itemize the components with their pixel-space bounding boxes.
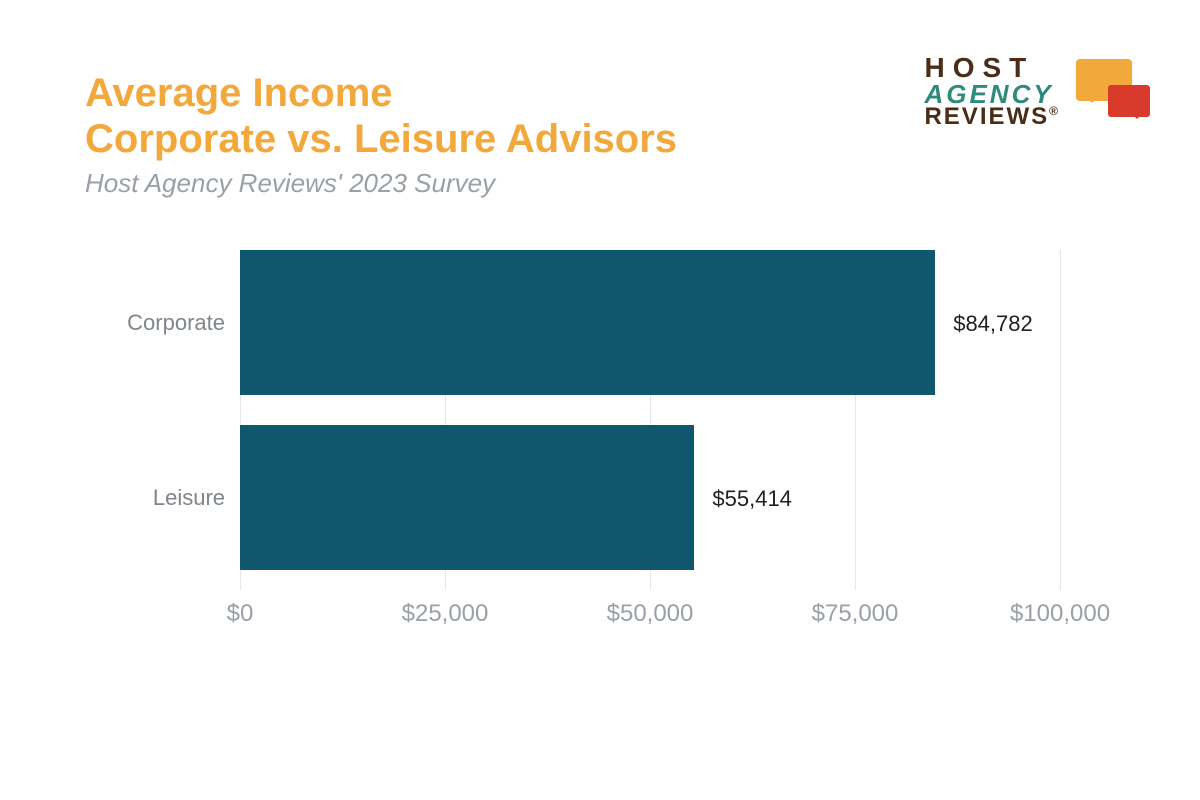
x-axis-tick-label: $25,000: [402, 600, 489, 628]
logo-text-host: HOST: [924, 55, 1060, 82]
x-axis-tick-label: $75,000: [812, 600, 899, 628]
bar-chart: $0$25,000$50,000$75,000$100,000Corporate…: [240, 250, 1060, 630]
logo-text-reviews: REVIEWS®: [924, 106, 1060, 129]
x-axis-tick-label: $50,000: [607, 600, 694, 628]
brand-logo: HOST AGENCY REVIEWS®: [924, 55, 1140, 129]
bar-value-label: $55,414: [712, 486, 792, 512]
gridline: [1060, 250, 1061, 590]
title-line-2: Corporate vs. Leisure Advisors: [85, 117, 677, 161]
chart-header: Average Income Corporate vs. Leisure Adv…: [85, 70, 677, 199]
chart-subtitle: Host Agency Reviews' 2023 Survey: [85, 168, 677, 199]
bar: [240, 250, 935, 395]
bar: [240, 425, 694, 570]
bar-value-label: $84,782: [953, 311, 1033, 337]
x-axis-tick-label: $0: [227, 600, 254, 628]
x-axis-tick-label: $100,000: [1010, 600, 1110, 628]
plot-area: $0$25,000$50,000$75,000$100,000Corporate…: [240, 250, 1060, 590]
title-line-1: Average Income: [85, 71, 393, 115]
chart-title: Average Income Corporate vs. Leisure Adv…: [85, 70, 677, 162]
y-axis-category-label: Corporate: [127, 310, 225, 336]
y-axis-category-label: Leisure: [153, 485, 225, 511]
